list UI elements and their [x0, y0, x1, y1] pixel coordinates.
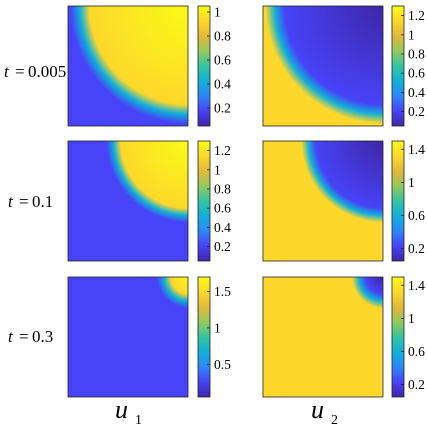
heatmap-field — [67, 140, 189, 262]
row-label-value: 0.005 — [28, 62, 66, 81]
column-label-base: u — [311, 395, 324, 424]
row-label-eq: = — [15, 62, 25, 81]
colorbar-tick-label: 1.5 — [214, 284, 231, 299]
row-label-var: t — [8, 192, 14, 211]
colorbar-scale — [197, 140, 211, 262]
row-label-eq: = — [19, 192, 29, 211]
colorbar-tick-label: 0.2 — [408, 104, 425, 119]
colorbar-scale — [197, 276, 211, 398]
colorbar-tick-label: 1 — [214, 162, 221, 177]
colorbar-tick-label: 0.8 — [214, 29, 231, 44]
colorbar: 0.2 0.4 0.6 0.8 1 1.2 — [391, 5, 425, 127]
heatmap-field — [67, 5, 189, 127]
colorbar-tick-label: 0.2 — [408, 241, 425, 256]
colorbar-tick-label: 1.2 — [214, 143, 231, 158]
colorbar-scale — [391, 5, 405, 127]
heatmap-field — [262, 140, 384, 262]
row-label-value: 0.3 — [32, 327, 53, 346]
row-label-t01: t = 0.1 — [8, 192, 53, 211]
colorbar: 0.5 1 1.5 — [197, 276, 231, 398]
heatmap-panels: 0.20.40.60.810.20.40.60.811.20.20.40.60.… — [67, 5, 425, 398]
colorbar-tick-label: 0.6 — [214, 201, 231, 216]
heatmap-field — [262, 5, 384, 127]
column-label-u1: u 1 — [115, 395, 142, 425]
heatmap-u2-t01: 0.2 0.6 1 1.4 — [262, 140, 425, 262]
colorbar-tick-label: 1.2 — [408, 8, 425, 23]
colorbar-tick-label: 0.6 — [214, 53, 231, 68]
colorbar-scale — [391, 140, 405, 262]
colorbar: 0.2 0.6 1 1.4 — [391, 140, 425, 262]
colorbar-tick-label: 0.2 — [408, 377, 425, 392]
colorbar-tick-label: 1 — [214, 320, 221, 335]
heatmap-u1-t0005: 0.2 0.4 0.6 0.8 1 — [67, 5, 231, 127]
colorbar: 0.2 0.6 1 1.4 — [391, 276, 425, 398]
colorbar-tick-label: 0.4 — [408, 85, 425, 100]
colorbar: 0.2 0.4 0.6 0.8 1 1.2 — [197, 140, 231, 262]
colorbar-tick-label: 0.4 — [214, 77, 231, 92]
colorbar-tick-label: 1 — [214, 5, 221, 20]
colorbar-tick-label: 1 — [408, 175, 415, 190]
column-label-sub: 2 — [331, 413, 338, 425]
colorbar-tick-label: 0.2 — [214, 239, 231, 254]
colorbar-tick-label: 1.4 — [408, 278, 425, 293]
heatmap-u1-t03: 0.5 1 1.5 — [67, 276, 231, 398]
colorbar-tick-label: 1.4 — [408, 142, 425, 157]
heatmap-field — [67, 276, 189, 398]
colorbar-tick-label: 0.6 — [408, 66, 425, 81]
row-label-t03: t = 0.3 — [8, 327, 53, 346]
colorbar-tick-label: 0.8 — [214, 182, 231, 197]
colorbar-tick-label: 1 — [408, 27, 415, 42]
colorbar-scale — [391, 276, 405, 398]
colorbar-tick-label: 0.2 — [214, 101, 231, 116]
row-label-value: 0.1 — [32, 192, 53, 211]
row-label-t0005: t = 0.005 — [4, 62, 66, 81]
row-label-eq: = — [19, 327, 29, 346]
colorbar-tick-label: 0.5 — [214, 357, 231, 372]
colorbar-tick-label: 1 — [408, 311, 415, 326]
row-label-var: t — [4, 62, 10, 81]
column-label-sub: 1 — [135, 413, 142, 425]
heatmap-u2-t0005: 0.2 0.4 0.6 0.8 1 1.2 — [262, 5, 425, 127]
heatmap-u1-t01: 0.2 0.4 0.6 0.8 1 1.2 — [67, 140, 231, 262]
colorbar-tick-label: 0.6 — [408, 344, 425, 359]
colorbar: 0.2 0.4 0.6 0.8 1 — [197, 5, 231, 127]
colorbar-tick-label: 0.4 — [214, 220, 231, 235]
column-label-base: u — [115, 395, 128, 424]
heatmap-field — [262, 276, 384, 398]
colorbar-tick-label: 0.6 — [408, 208, 425, 223]
heatmap-u2-t03: 0.2 0.6 1 1.4 — [262, 276, 425, 398]
colorbar-tick-label: 0.8 — [408, 47, 425, 62]
row-label-var: t — [8, 327, 14, 346]
column-label-u2: u 2 — [311, 395, 338, 425]
